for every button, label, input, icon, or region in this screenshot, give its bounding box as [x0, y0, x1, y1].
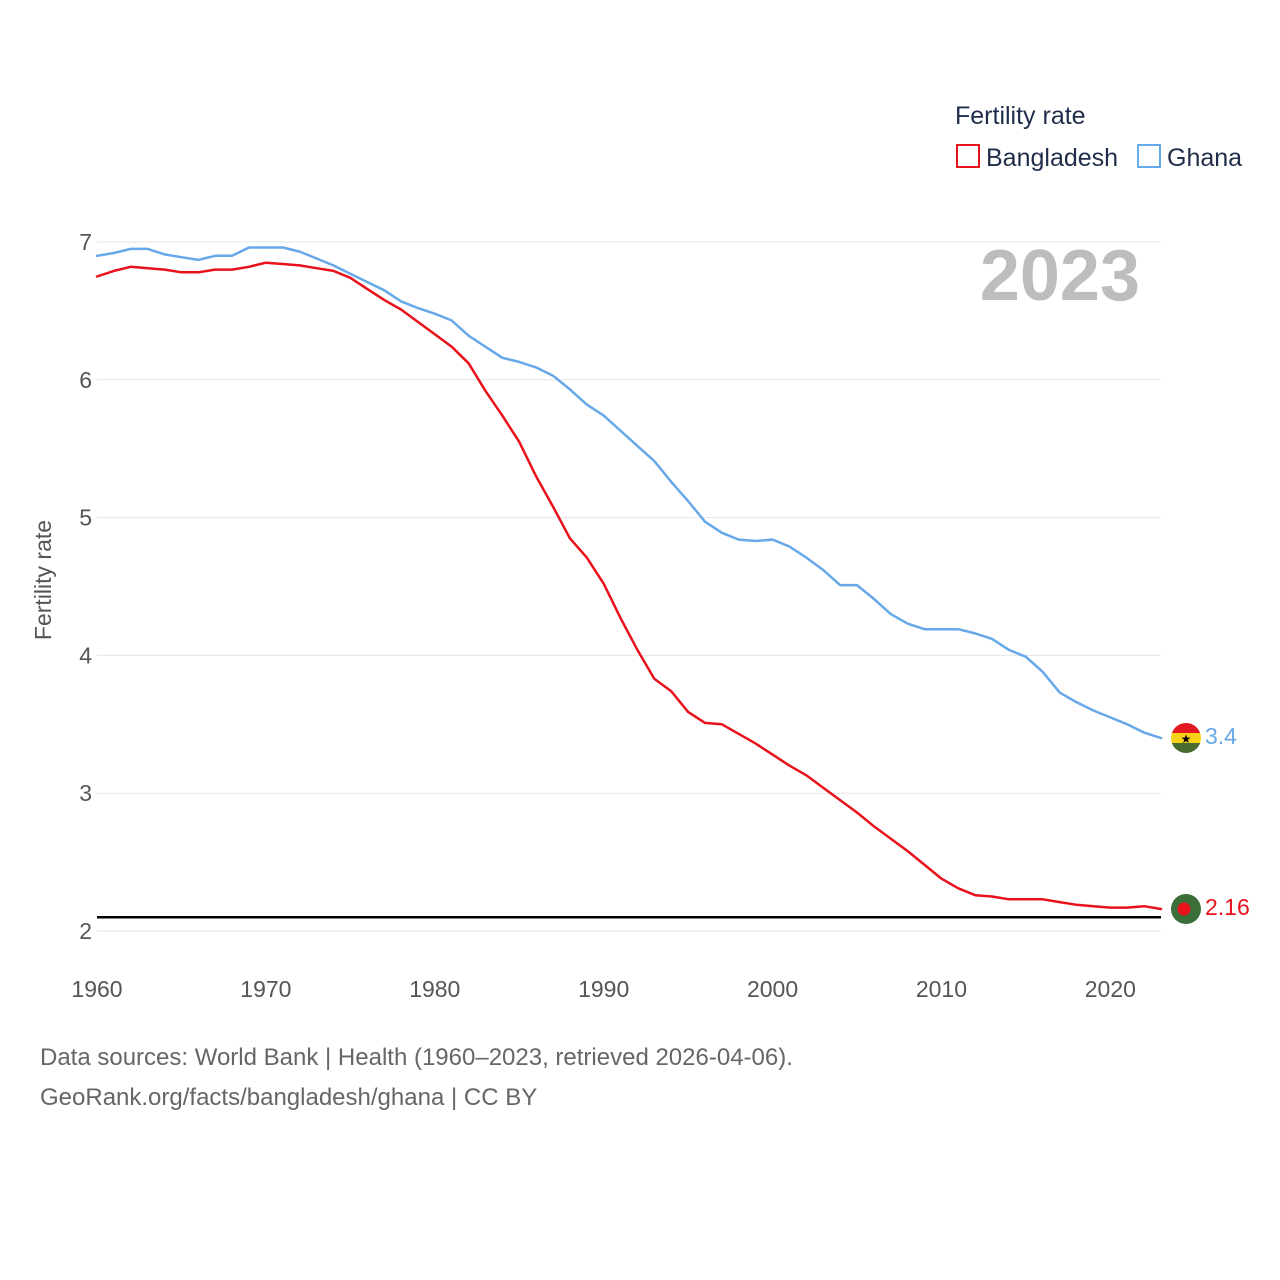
bangladesh-flag-icon [1171, 894, 1201, 924]
y-axis: 2 3 4 5 6 7 [79, 229, 92, 944]
gridlines [97, 241, 1161, 932]
current-year-label: 2023 [980, 236, 1140, 316]
svg-text:★: ★ [1181, 732, 1192, 746]
x-tick-label: 2000 [747, 976, 798, 1002]
source-link[interactable]: GeoRank.org/facts/bangladesh/ghana | CC … [40, 1084, 538, 1111]
x-tick-label: 2020 [1085, 976, 1136, 1002]
series-line-bangladesh [95, 261, 1163, 911]
legend-label-bangladesh[interactable]: Bangladesh [986, 144, 1118, 172]
legend-swatch-bangladesh[interactable] [956, 144, 980, 168]
x-tick-label: 1970 [240, 976, 291, 1002]
x-tick-label: 1960 [71, 976, 122, 1002]
x-axis: 1960 1970 1980 1990 2000 2010 2020 [71, 976, 1136, 1002]
y-axis-title: Fertility rate [30, 520, 56, 640]
y-tick-label: 5 [79, 505, 92, 531]
bangladesh-end-value: 2.16 [1205, 894, 1250, 920]
y-tick-label: 2 [79, 918, 92, 944]
y-tick-label: 4 [79, 642, 92, 668]
series-line-ghana [95, 246, 1163, 740]
x-tick-label: 2010 [916, 976, 967, 1002]
ghana-end-value: 3.4 [1205, 723, 1237, 749]
source-note: Data sources: World Bank | Health (1960–… [40, 1044, 793, 1071]
legend-swatch-ghana[interactable] [1137, 144, 1161, 168]
y-tick-label: 7 [79, 229, 92, 255]
ghana-flag-icon: ★ [1171, 723, 1201, 753]
series-lines [95, 246, 1163, 911]
y-tick-label: 6 [79, 367, 92, 393]
x-tick-label: 1980 [409, 976, 460, 1002]
legend-label-ghana[interactable]: Ghana [1167, 144, 1242, 172]
x-tick-label: 1990 [578, 976, 629, 1002]
legend: Fertility rate Bangladesh Ghana [955, 102, 1242, 172]
legend-title: Fertility rate [955, 102, 1086, 130]
y-tick-label: 3 [79, 780, 92, 806]
